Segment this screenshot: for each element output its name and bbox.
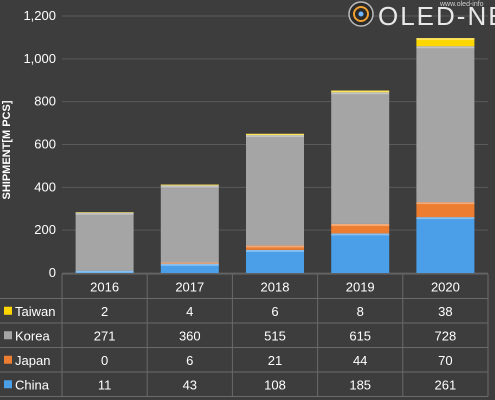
data-label: 2: [101, 304, 108, 319]
bar-china-2018: [246, 249, 304, 273]
x-tick-label: 2020: [431, 279, 460, 294]
bar-taiwan-2020: [416, 38, 475, 47]
legend-swatch-japan: [4, 355, 12, 364]
bar-japan-2020: [416, 202, 475, 218]
bar-taiwan-2017: [160, 184, 219, 186]
y-ticks: 0 200 400 600 800 1,000 1,200: [23, 8, 56, 280]
bar-china-2019: [331, 233, 390, 273]
data-label: 271: [94, 328, 116, 343]
bar-korea-2020: [416, 46, 475, 203]
data-label: 108: [264, 377, 286, 392]
y-tick-label: 0: [49, 265, 56, 280]
legend-label-japan: Japan: [15, 353, 50, 368]
logo-watermark: www.oled-info: [439, 1, 484, 8]
data-label: 0: [101, 353, 108, 368]
bar-taiwan-2019: [331, 90, 390, 93]
legend-swatch-china: [4, 380, 12, 389]
logo: OLED-NET www.oled-info: [348, 1, 495, 31]
data-label: 728: [435, 328, 457, 343]
legend-label-china: China: [15, 377, 50, 392]
x-tick-label: 2016: [90, 279, 119, 294]
bar-korea-2018: [246, 135, 304, 246]
bar-korea-2016: [75, 212, 134, 271]
bar-highlight: [246, 245, 304, 248]
bar-highlight: [75, 270, 134, 273]
bar-taiwan-2018: [246, 133, 304, 136]
x-tick-label: 2017: [175, 279, 204, 294]
bar-highlight: [246, 249, 304, 252]
bar-china-2016: [75, 270, 134, 273]
bar-highlight: [416, 202, 475, 205]
data-label: 185: [349, 377, 371, 392]
bar-highlight: [160, 263, 219, 266]
bar-highlight: [331, 92, 390, 95]
bar-highlight: [246, 135, 304, 138]
bar-highlight: [416, 38, 475, 41]
bar-china-2020: [416, 217, 475, 273]
data-label: 4: [186, 304, 193, 319]
data-label: 70: [438, 353, 452, 368]
bar-highlight: [331, 90, 390, 93]
bar-highlight: [416, 46, 475, 49]
y-axis-label: SHIPMENT[M PCS]: [1, 100, 13, 199]
data-label: 43: [183, 377, 197, 392]
legend-swatch-korea: [4, 331, 12, 340]
logo-icon: [348, 1, 374, 27]
data-label: 261: [435, 377, 457, 392]
bar-highlight: [160, 262, 219, 264]
data-table: 2016 2017 2018 2019 2020 Taiwan 2 4 6 8 38 Korea 271…: [0, 273, 489, 397]
bar-korea-2017: [160, 185, 219, 263]
y-tick-label: 1,200: [23, 8, 56, 23]
logo-text: OLED-NET: [378, 1, 495, 31]
data-label: 21: [268, 353, 282, 368]
bar-highlight: [331, 233, 390, 236]
bar-japan-2019: [331, 223, 390, 234]
data-label: 6: [186, 353, 193, 368]
y-tick-label: 1,000: [23, 51, 56, 66]
y-tick-label: 800: [34, 94, 56, 109]
bar-highlight: [75, 212, 134, 215]
bar-highlight: [246, 133, 304, 136]
data-label: 360: [179, 328, 201, 343]
data-label: 11: [98, 377, 112, 392]
x-tick-label: 2018: [261, 279, 290, 294]
data-label: 44: [353, 353, 367, 368]
data-label: 38: [438, 304, 452, 319]
bar-korea-2019: [331, 92, 390, 224]
data-label: 515: [264, 328, 286, 343]
y-tick-label: 400: [34, 179, 56, 194]
y-tick-label: 200: [34, 222, 56, 237]
y-tick-label: 600: [34, 137, 56, 152]
bar-highlight: [416, 217, 475, 220]
data-label: 8: [357, 304, 364, 319]
bar-highlight: [160, 184, 219, 186]
legend-label-taiwan: Taiwan: [15, 304, 55, 319]
bar-highlight: [160, 185, 219, 188]
bar-japan-2018: [246, 245, 304, 250]
bar-highlight: [331, 223, 390, 226]
data-label: 6: [271, 304, 278, 319]
bars-group: [75, 38, 475, 273]
bar-japan-2017: [160, 262, 219, 264]
legend-swatch-taiwan: [4, 306, 12, 315]
bar-china-2017: [160, 263, 219, 273]
legend-label-korea: Korea: [15, 328, 50, 343]
x-tick-label: 2019: [346, 279, 375, 294]
data-label: 615: [349, 328, 371, 343]
